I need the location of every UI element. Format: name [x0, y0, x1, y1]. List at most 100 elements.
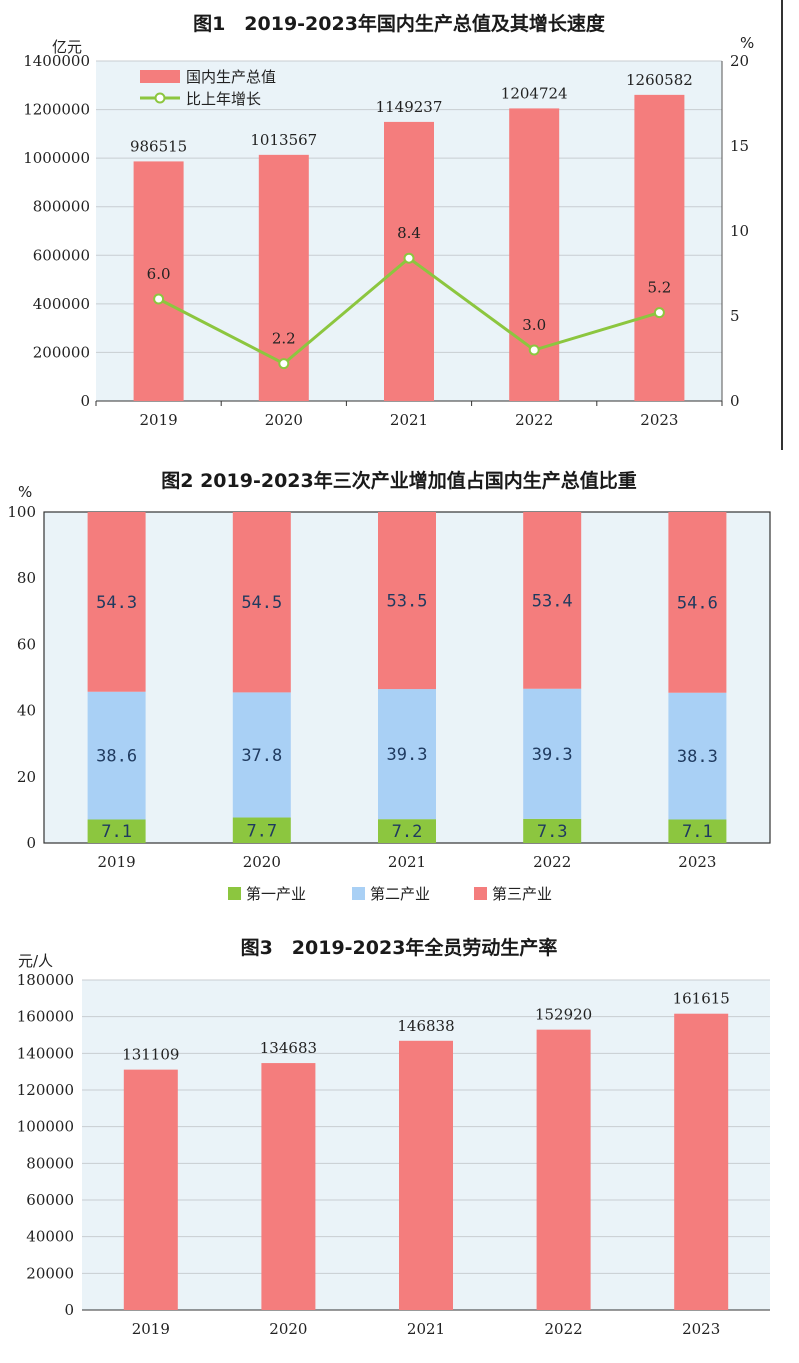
chart2-legend-swatch	[474, 887, 487, 900]
chart2-legend-swatch	[228, 887, 241, 900]
chart2-legend-label: 第三产业	[492, 885, 552, 903]
chart1-title: 图1 2019-2023年国内生产总值及其增长速度	[193, 12, 606, 35]
chart3-bar	[123, 1069, 178, 1310]
chart2-segment-value-label: 7.1	[682, 822, 713, 842]
chart3-y-tick-label: 60000	[26, 1191, 74, 1209]
chart2-segment-第一产业	[232, 817, 291, 843]
chart1-growth-value-label: 6.0	[147, 265, 171, 283]
chart2-segment-value-label: 54.6	[677, 593, 718, 613]
chart1-right-tick-label: 10	[730, 222, 749, 240]
chart1-legend-label-gdp: 国内生产总值	[186, 68, 276, 86]
chart1-bar	[509, 108, 560, 402]
chart2-segment-第三产业	[378, 512, 436, 690]
chart1-left-tick-label: 0	[80, 392, 90, 410]
chart1-left-tick-label: 600000	[33, 246, 90, 264]
chart1-right-tick-label: 15	[730, 137, 749, 155]
chart2-segment-value-label: 39.3	[532, 745, 573, 765]
chart3-unit: 元/人	[18, 952, 53, 970]
chart2-y-tick-label: 80	[17, 569, 36, 587]
chart3-bar-value-label: 131109	[122, 1046, 179, 1064]
chart3-y-tick-label: 120000	[17, 1081, 74, 1099]
chart2-y-tick-label: 20	[17, 768, 36, 786]
chart1-right-tick-label: 5	[730, 307, 740, 325]
chart3-bar	[674, 1013, 729, 1310]
chart2-segment-第三产业	[523, 512, 582, 689]
chart1-x-tick-label: 2021	[390, 411, 428, 429]
chart2-segment-value-label: 53.4	[532, 591, 573, 611]
chart2-segment-value-label: 7.7	[246, 821, 277, 841]
chart3-y-tick-label: 80000	[26, 1154, 74, 1172]
chart2-segment-第一产业	[378, 819, 436, 843]
chart1-bar-value-label: 986515	[130, 137, 187, 155]
chart1-growth-value-label: 8.4	[397, 224, 421, 242]
chart2-segment-value-label: 38.6	[96, 747, 137, 767]
chart3-x-tick-label: 2019	[132, 1320, 170, 1338]
chart1-growth-point	[403, 252, 415, 264]
chart2-segment-第二产业	[523, 688, 582, 819]
chart1-bar-value-label: 1149237	[376, 98, 443, 116]
chart2-segment-第一产业	[523, 818, 582, 843]
chart2-segment-第二产业	[668, 692, 727, 820]
chart3-title: 图3 2019-2023年全员劳动生产率	[241, 936, 558, 959]
chart2-x-tick-label: 2022	[533, 853, 571, 871]
chart1-x-tick-label: 2023	[640, 411, 678, 429]
chart1-x-tick-label: 2020	[265, 411, 303, 429]
chart3-bar-value-label: 146838	[397, 1017, 454, 1035]
chart1-left-tick-label: 800000	[33, 198, 90, 216]
chart3-bar-value-label: 161615	[673, 990, 730, 1008]
chart2-segment-第三产业	[87, 512, 146, 692]
chart3-y-tick-label: 20000	[26, 1264, 74, 1282]
chart3-bar-value-label: 134683	[260, 1039, 317, 1057]
chart1-legend-swatch-gdp	[140, 70, 180, 83]
chart2-segment-第三产业	[232, 512, 291, 693]
chart1-bar-value-label: 1260582	[626, 71, 693, 89]
chart2-y-tick-label: 0	[26, 834, 36, 852]
chart2-y-tick-label: 100	[7, 503, 36, 521]
chart1-growth-point	[653, 307, 665, 319]
chart3-y-tick-label: 40000	[26, 1228, 74, 1246]
chart1-x-tick-label: 2019	[140, 411, 178, 429]
chart1-legend-marker-growth	[154, 92, 166, 104]
chart3-x-tick-label: 2023	[682, 1320, 720, 1338]
chart1-x-tick-label: 2022	[515, 411, 553, 429]
chart1-left-tick-label: 1200000	[23, 101, 90, 119]
chart3-y-tick-label: 180000	[17, 971, 74, 989]
chart2-x-tick-label: 2021	[388, 853, 426, 871]
chart2-legend-label: 第一产业	[246, 885, 306, 903]
chart2-segment-第二产业	[87, 691, 146, 820]
chart3-y-tick-label: 140000	[17, 1044, 74, 1062]
chart1-growth-value-label: 5.2	[647, 279, 671, 297]
chart1-left-tick-label: 400000	[33, 295, 90, 313]
chart2-segment-value-label: 39.3	[387, 745, 428, 765]
chart1-right-unit: %	[740, 34, 754, 52]
chart2-segment-value-label: 54.3	[96, 593, 137, 613]
chart1-growth-point	[528, 344, 540, 356]
chart3-bar-value-label: 152920	[535, 1006, 592, 1024]
chart2-segment-value-label: 7.2	[392, 822, 423, 842]
chart2-title: 图2 2019-2023年三次产业增加值占国内生产总值比重	[161, 469, 636, 492]
chart3-bar	[261, 1063, 316, 1310]
chart2-segment-value-label: 53.5	[387, 592, 428, 612]
chart2-x-tick-label: 2020	[243, 853, 281, 871]
chart1-growth-value-label: 2.2	[272, 330, 296, 348]
chart3-y-tick-label: 100000	[17, 1118, 74, 1136]
chart1-growth-point	[153, 293, 165, 305]
chart1-bar	[634, 94, 685, 402]
chart2-y-tick-label: 40	[17, 702, 36, 720]
chart2-segment-value-label: 37.8	[241, 746, 282, 766]
chart2-segment-value-label: 7.1	[101, 822, 132, 842]
chart1-left-unit: 亿元	[52, 38, 82, 56]
chart2-segment-第三产业	[668, 512, 727, 693]
chart2-legend-swatch	[352, 887, 365, 900]
chart2-x-tick-label: 2023	[678, 853, 716, 871]
chart2-x-tick-label: 2019	[98, 853, 136, 871]
chart3-x-tick-label: 2021	[407, 1320, 445, 1338]
chart1-left-tick-label: 1400000	[23, 52, 90, 70]
chart1-left-tick-label: 1000000	[23, 149, 90, 167]
chart2-segment-第一产业	[87, 819, 146, 843]
chart1-right-tick-label: 0	[730, 392, 740, 410]
chart1-legend-label-growth: 比上年增长	[186, 90, 261, 108]
chart2-legend-label: 第二产业	[370, 885, 430, 903]
chart2-segment-第一产业	[668, 819, 727, 843]
chart1-growth-point	[278, 358, 290, 370]
